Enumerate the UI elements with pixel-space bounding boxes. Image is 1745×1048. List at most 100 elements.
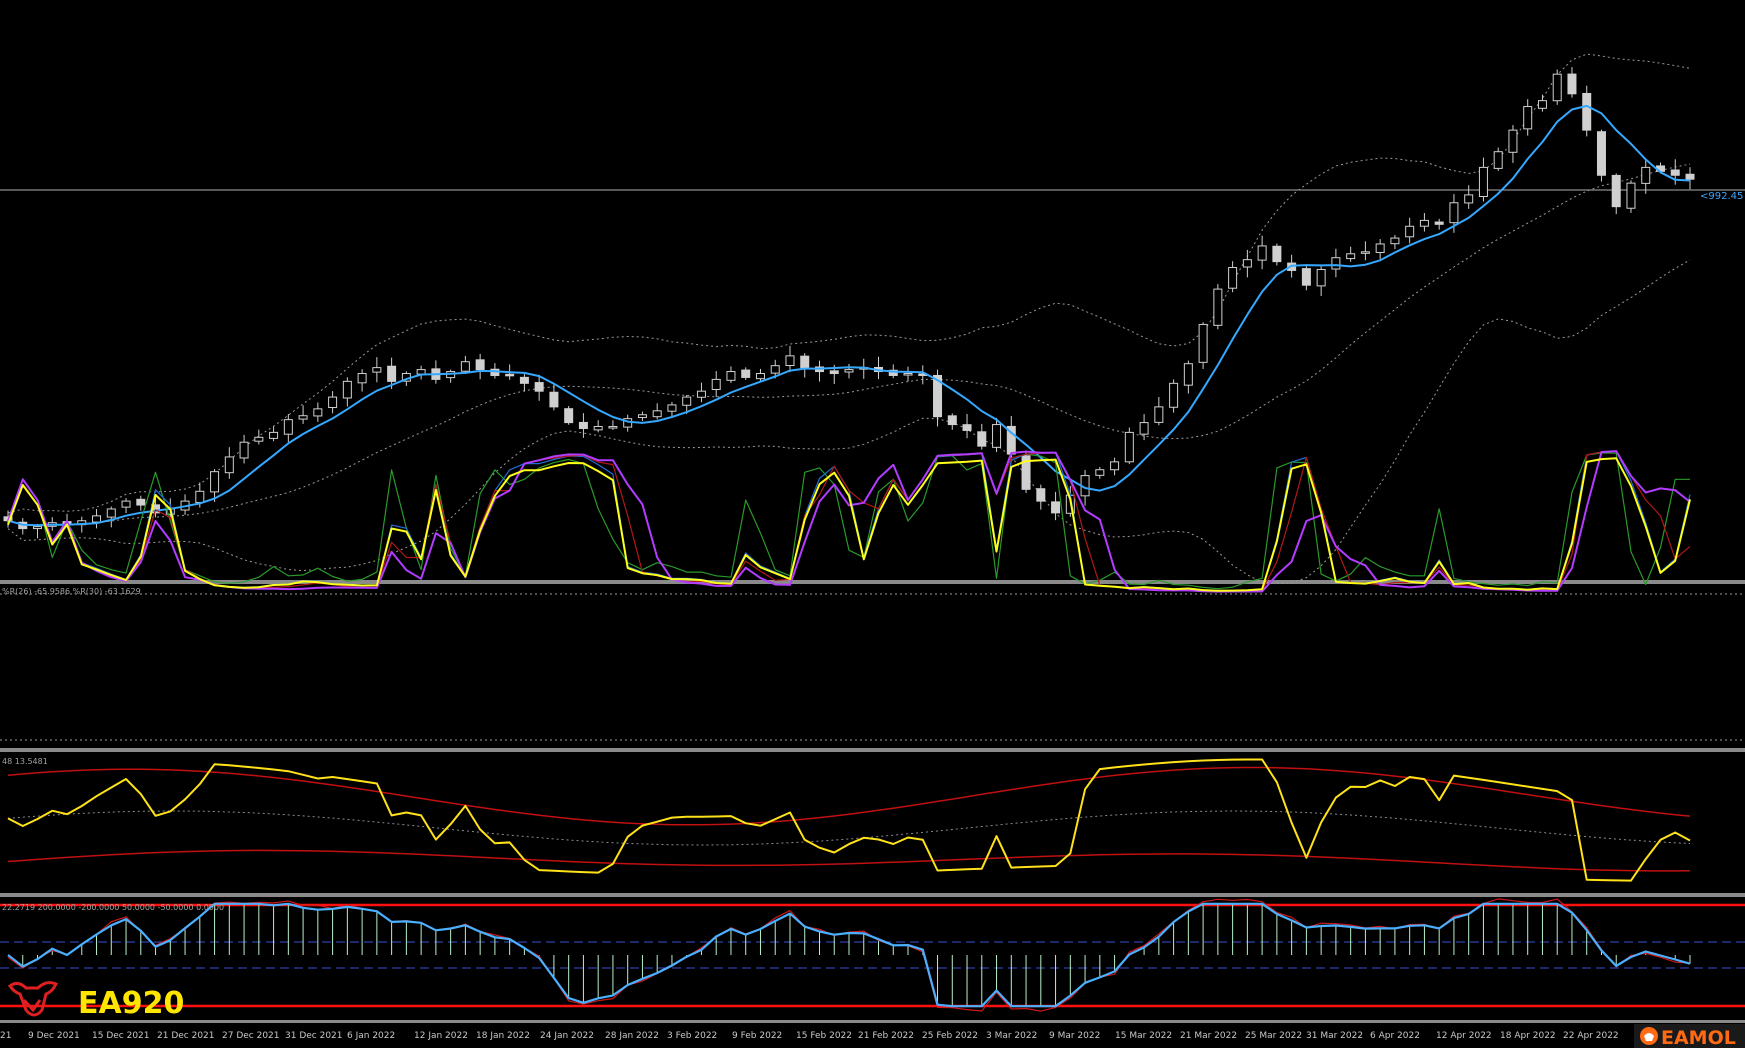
candle-body	[1537, 100, 1547, 109]
candle-body	[195, 490, 205, 503]
x-tick-label: 31 Dec 2021	[285, 1031, 343, 1041]
x-tick-label: 21 Dec 2021	[157, 1031, 215, 1041]
x-tick-label: 18 Jan 2022	[476, 1031, 530, 1041]
lower-band	[7, 259, 1691, 584]
candle-body	[726, 371, 736, 381]
candle-body	[1611, 174, 1621, 208]
candle-body	[239, 441, 249, 459]
candle-body	[1154, 406, 1164, 423]
osc-lines	[7, 898, 1691, 1012]
candle-body	[578, 421, 588, 429]
candle-body	[844, 369, 854, 373]
x-tick-label: 9 Feb 2022	[732, 1031, 782, 1041]
candle-body	[888, 369, 898, 376]
candle-body	[372, 367, 382, 373]
candle-body	[269, 431, 279, 439]
wpr-yellow-line	[7, 457, 1691, 592]
osc-blue-line	[7, 902, 1691, 1008]
x-tick-label: 27 Dec 2021	[222, 1031, 280, 1041]
candle-body	[460, 361, 470, 372]
candle-body	[1552, 73, 1562, 102]
x-tick-label: 28 Jan 2022	[605, 1031, 659, 1041]
x-tick-label: 24 Jan 2022	[540, 1031, 594, 1041]
candle-body	[1641, 166, 1651, 184]
x-tick-label: 3 Mar 2022	[986, 1031, 1037, 1041]
candle-body	[1213, 288, 1223, 326]
x-tick-label: 15 Mar 2022	[1115, 1031, 1172, 1041]
x-tick-label: 21 Mar 2022	[1180, 1031, 1237, 1041]
candle-body	[1670, 169, 1680, 176]
candle-body	[1360, 251, 1370, 254]
osc-histogram	[22, 903, 1691, 1007]
cci-panel: 48 13.5481	[2, 757, 1691, 882]
candle-body	[696, 390, 706, 398]
wpr-lines	[7, 450, 1691, 593]
ea920-logo: EA920	[7, 981, 184, 1021]
x-tick-label: 18 Apr 2022	[1500, 1031, 1556, 1041]
candle-body	[1419, 219, 1429, 227]
x-tick-label: 25 Feb 2022	[922, 1031, 978, 1041]
candle-body	[1685, 173, 1695, 180]
candle-body	[534, 382, 544, 392]
wpr-green-line	[7, 452, 1690, 590]
candle-body	[711, 378, 721, 390]
candle-body	[121, 500, 131, 508]
candle-body	[593, 426, 603, 431]
x-tick-label: 3 Feb 2022	[667, 1031, 717, 1041]
x-tick-label: 12 Jan 2022	[414, 1031, 468, 1041]
candle-body	[210, 471, 220, 493]
candle-body	[136, 498, 146, 506]
candle-body	[1139, 422, 1149, 435]
candle-body	[977, 431, 987, 447]
candle-body	[1272, 245, 1282, 263]
x-axis: 21 9 Dec 2021 15 Dec 2021 21 Dec 2021 27 Dec…	[0, 1031, 1619, 1041]
x-tick-label: 21 Feb 2022	[858, 1031, 914, 1041]
x-tick-label: 9 Mar 2022	[1049, 1031, 1100, 1041]
candle-body	[1567, 73, 1577, 95]
moving-average	[7, 104, 1691, 527]
wpr-panel: %R(26) -65.9586 %R(30) -63.1629	[0, 450, 1745, 741]
candle-body	[298, 415, 308, 420]
candle-body	[1478, 166, 1488, 198]
middle-band	[7, 163, 1691, 526]
cci-label: 48 13.5481	[2, 757, 48, 766]
candle-body	[1390, 237, 1400, 245]
wpr-purple-line	[7, 450, 1691, 593]
x-tick-label: 12 Apr 2022	[1436, 1031, 1492, 1041]
wpr-label: %R(26) -65.9586 %R(30) -63.1629	[2, 587, 141, 596]
x-tick-label: 15 Feb 2022	[796, 1031, 852, 1041]
candle-body	[829, 370, 839, 375]
candle-body	[1582, 92, 1592, 131]
candle-body	[933, 374, 943, 418]
candle-body	[106, 508, 116, 518]
candle-body	[652, 410, 662, 418]
candle-body	[1257, 245, 1267, 261]
candle-body	[1169, 382, 1179, 408]
candle-body	[342, 380, 352, 399]
candle-body	[1316, 268, 1326, 287]
cci-lower-envelope	[7, 849, 1691, 872]
candle-body	[254, 436, 264, 442]
candle-body	[1449, 202, 1459, 224]
panel-separators	[0, 580, 1745, 1023]
candle-body	[1051, 501, 1061, 514]
x-tick-label: 6 Jan 2022	[347, 1031, 395, 1041]
candle-body	[1036, 488, 1046, 502]
candle-body	[1021, 455, 1031, 490]
candle-body	[224, 456, 234, 474]
candle-body	[608, 426, 618, 429]
candle-body	[1434, 221, 1444, 225]
candle-body	[1375, 243, 1385, 253]
candle-body	[1242, 259, 1252, 268]
candle-body	[800, 355, 810, 369]
candle-body	[992, 424, 1002, 448]
candle-body	[519, 376, 529, 384]
candle-body	[283, 419, 293, 435]
watermark-text: EAMOL	[1661, 1027, 1736, 1048]
candle-body	[755, 373, 765, 380]
candle-body	[903, 373, 913, 376]
bull-icon	[7, 981, 59, 1017]
candle-body	[962, 424, 972, 431]
candle-body	[387, 365, 397, 382]
